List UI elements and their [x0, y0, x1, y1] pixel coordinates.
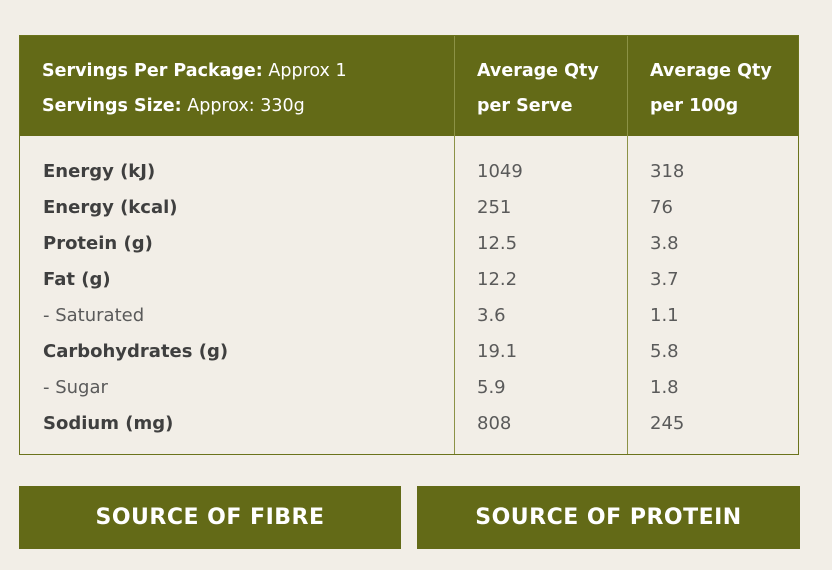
per-100g-value: 1.1	[650, 305, 679, 326]
per-100g-value: 76	[650, 197, 673, 218]
table-row: Fat (g) 12.2 3.7	[20, 268, 798, 304]
nutrient-sublabel: - Saturated	[43, 305, 145, 326]
per-100g-value: 318	[650, 161, 685, 182]
serving-size: Servings Size: Approx: 330g	[42, 95, 305, 117]
col-header-per-serve-line1: Average Qty	[477, 61, 599, 81]
per-100g-value: 1.8	[650, 377, 679, 398]
table-row: Energy (kJ) 1049 318	[20, 160, 798, 196]
per-serve-value: 251	[477, 197, 512, 218]
per-100g-value: 5.8	[650, 341, 679, 362]
nutrient-label: Protein (g)	[43, 233, 153, 254]
source-of-fibre-badge: SOURCE OF FIBRE	[19, 486, 401, 549]
table-row: Carbohydrates (g) 19.1 5.8	[20, 340, 798, 376]
per-serve-value: 19.1	[477, 341, 518, 362]
per-serve-value: 808	[477, 413, 512, 434]
per-serve-value: 1049	[477, 161, 523, 182]
nutrition-table: Servings Per Package: Approx 1 Servings …	[19, 35, 799, 455]
per-serve-value: 12.2	[477, 269, 518, 290]
servings-per-package-label: Servings Per Package:	[42, 61, 263, 81]
nutrient-label: Sodium (mg)	[43, 413, 174, 434]
servings-per-package-value: Approx 1	[268, 61, 347, 81]
serving-size-label: Servings Size:	[42, 96, 182, 116]
col-header-per-100g-line2: per 100g	[650, 96, 739, 116]
column-divider	[627, 36, 628, 454]
table-row: - Sugar 5.9 1.8	[20, 376, 798, 412]
nutrient-label: Energy (kcal)	[43, 197, 178, 218]
nutrition-table-header: Servings Per Package: Approx 1 Servings …	[20, 36, 798, 136]
servings-per-package: Servings Per Package: Approx 1	[42, 60, 347, 82]
table-row: Protein (g) 12.5 3.8	[20, 232, 798, 268]
serving-size-value: Approx: 330g	[187, 96, 305, 116]
per-serve-value: 3.6	[477, 305, 506, 326]
col-header-per-serve-line2: per Serve	[477, 96, 573, 116]
per-100g-value: 3.8	[650, 233, 679, 254]
table-row: - Saturated 3.6 1.1	[20, 304, 798, 340]
nutrition-rows: Energy (kJ) 1049 318 Energy (kcal) 251 7…	[20, 160, 798, 448]
per-100g-value: 245	[650, 413, 685, 434]
per-serve-value: 12.5	[477, 233, 518, 254]
per-serve-value: 5.9	[477, 377, 506, 398]
nutrient-sublabel: - Sugar	[43, 377, 108, 398]
col-header-per-100g-line1: Average Qty	[650, 61, 772, 81]
table-row: Sodium (mg) 808 245	[20, 412, 798, 448]
source-of-protein-badge: SOURCE OF PROTEIN	[417, 486, 800, 549]
nutrient-label: Carbohydrates (g)	[43, 341, 229, 362]
column-divider	[454, 36, 455, 454]
nutrient-label: Fat (g)	[43, 269, 111, 290]
per-100g-value: 3.7	[650, 269, 679, 290]
nutrient-label: Energy (kJ)	[43, 161, 156, 182]
table-row: Energy (kcal) 251 76	[20, 196, 798, 232]
